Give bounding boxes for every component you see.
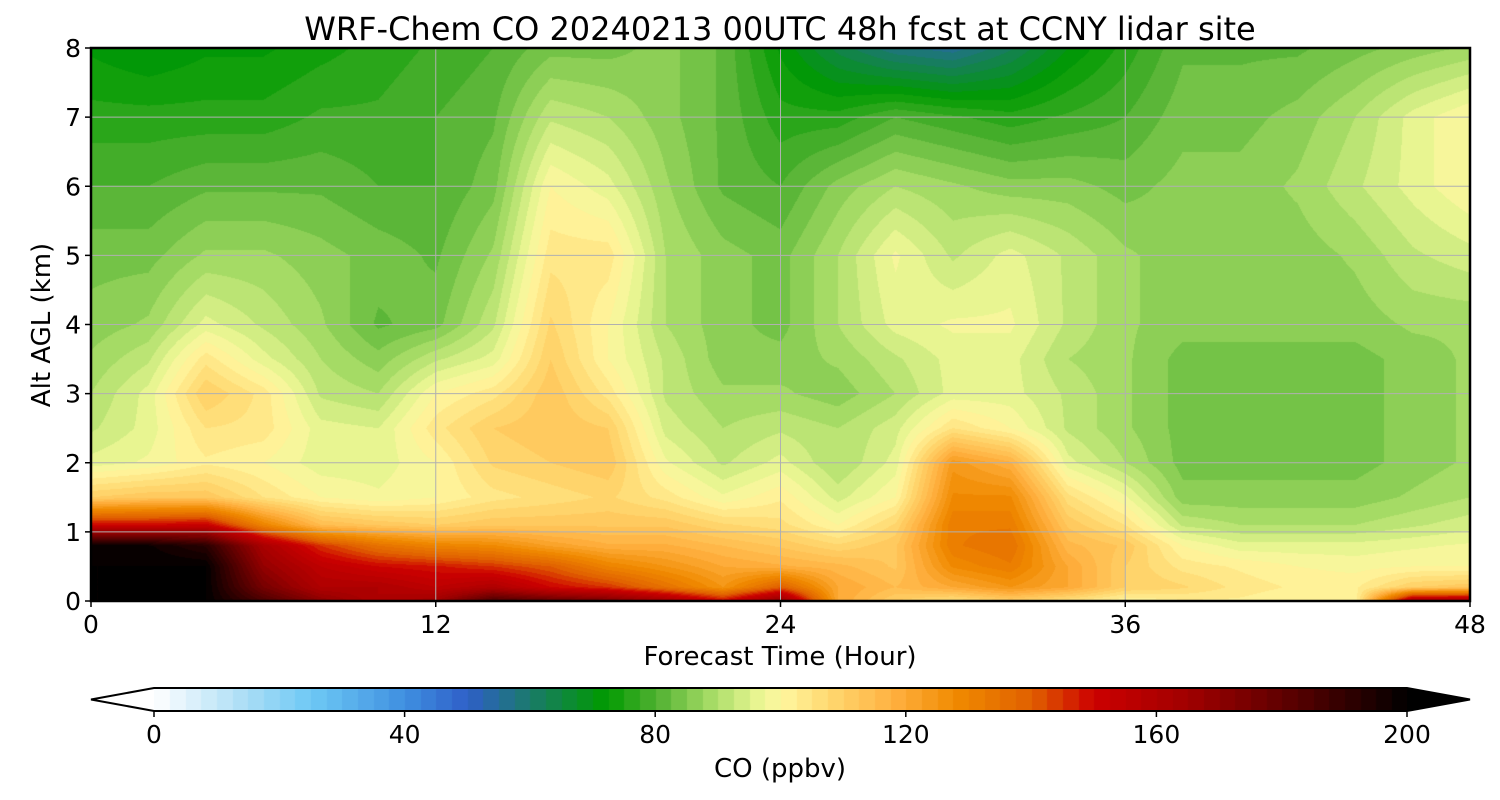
y-tick-label: 7 bbox=[65, 103, 81, 132]
x-axis-ticks: 0 12 24 36 48 bbox=[83, 601, 1486, 639]
colorbar-ticks: 0 40 80 120 160 200 bbox=[146, 711, 1431, 749]
colorbar-tick-label: 120 bbox=[882, 720, 930, 749]
x-tick-label: 36 bbox=[1109, 610, 1141, 639]
colorbar-under-extend bbox=[91, 688, 154, 711]
colorbar: 0 40 80 120 160 200 CO (ppbv) bbox=[90, 687, 1471, 784]
x-tick-label: 24 bbox=[765, 610, 797, 639]
y-tick-label: 5 bbox=[65, 241, 81, 270]
y-tick-label: 3 bbox=[65, 380, 81, 409]
y-tick-label: 4 bbox=[65, 311, 81, 340]
x-tick-label: 12 bbox=[420, 610, 452, 639]
colorbar-tick-label: 40 bbox=[389, 720, 421, 749]
colorbar-tick-label: 160 bbox=[1133, 720, 1181, 749]
y-tick-label: 2 bbox=[65, 449, 81, 478]
y-tick-label: 0 bbox=[65, 587, 81, 616]
colorbar-tick-label: 200 bbox=[1383, 720, 1431, 749]
x-tick-label: 0 bbox=[83, 610, 99, 639]
colorbar-tick-label: 80 bbox=[639, 720, 671, 749]
colorbar-gradient bbox=[154, 688, 1407, 711]
y-axis-label: Alt AGL (km) bbox=[27, 243, 57, 407]
y-tick-label: 6 bbox=[65, 172, 81, 201]
colorbar-label: CO (ppbv) bbox=[714, 754, 846, 784]
y-axis-ticks: 0 1 2 3 4 5 6 7 8 bbox=[65, 34, 91, 616]
colorbar-over-extend bbox=[1407, 688, 1470, 711]
y-tick-label: 8 bbox=[65, 34, 81, 63]
x-tick-label: 48 bbox=[1454, 610, 1486, 639]
x-axis-label: Forecast Time (Hour) bbox=[643, 642, 916, 672]
chart-title: WRF-Chem CO 20240213 00UTC 48h fcst at C… bbox=[304, 10, 1255, 48]
y-tick-label: 1 bbox=[65, 518, 81, 547]
colorbar-tick-label: 0 bbox=[146, 720, 162, 749]
plot-area bbox=[89, 46, 1472, 603]
